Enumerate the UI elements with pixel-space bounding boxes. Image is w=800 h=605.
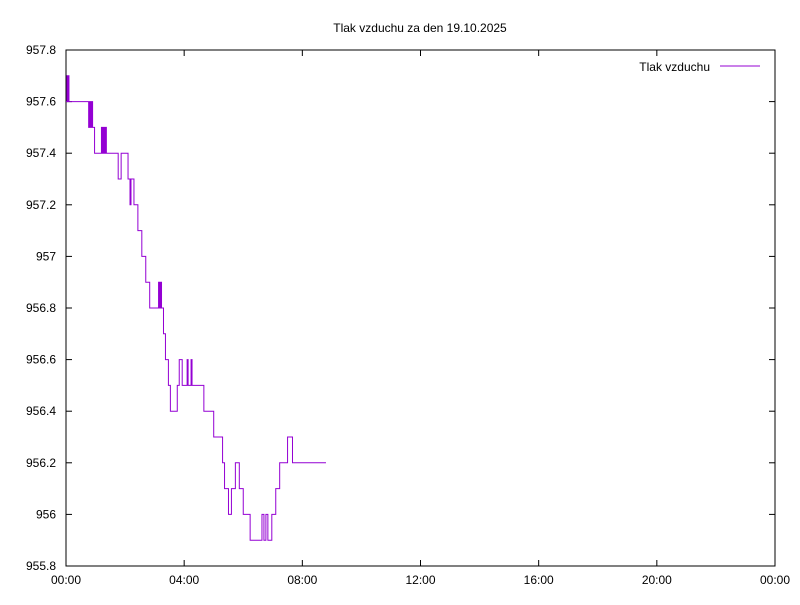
y-tick-label: 956 [36,507,56,521]
plot-frame [65,49,776,567]
x-axis: 00:00 04:00 08:00 12:00 16:00 20:00 00:00 [51,50,790,587]
y-axis: 955.8 956 956.2 956.4 956.6 956.8 957 957.2 957.… [26,43,775,573]
series-line [66,75,326,541]
x-tick-label: 00:00 [760,573,790,587]
y-tick-label: 955.8 [26,559,56,573]
series-layer [66,75,326,541]
legend: Tlak vzduchu [639,60,760,74]
legend-label: Tlak vzduchu [639,60,710,74]
x-tick-label: 00:00 [51,573,81,587]
chart-title: Tlak vzduchu za den 19.10.2025 [333,21,507,35]
y-tick-label: 957.4 [26,146,56,160]
x-tick-label: 12:00 [405,573,435,587]
y-tick-label: 956.2 [26,456,56,470]
y-tick-label: 956.6 [26,353,56,367]
x-tick-label: 08:00 [287,573,317,587]
y-tick-label: 957.8 [26,43,56,57]
y-tick-label: 957 [36,249,56,263]
x-tick-label: 20:00 [642,573,672,587]
x-tick-label: 04:00 [169,573,199,587]
y-tick-label: 956.8 [26,301,56,315]
y-tick-label: 957.6 [26,95,56,109]
y-tick-label: 956.4 [26,404,56,418]
y-tick-label: 957.2 [26,198,56,212]
x-tick-label: 16:00 [524,573,554,587]
